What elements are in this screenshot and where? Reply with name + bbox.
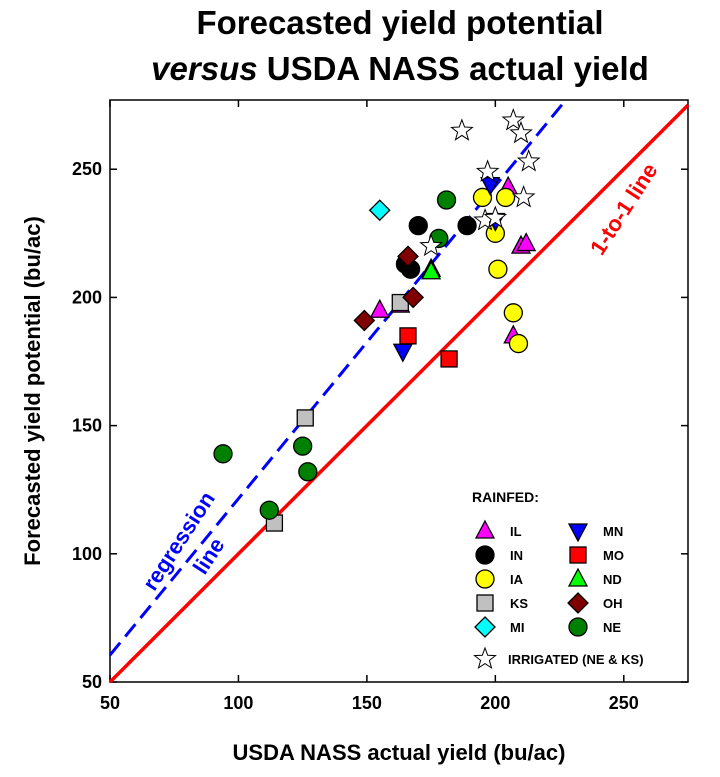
chart-title-line2: versus USDA NASS actual yield	[151, 50, 649, 87]
legend-label-mi: MI	[510, 620, 524, 635]
point-irrigated	[511, 184, 536, 208]
y-tick-label: 50	[82, 672, 102, 692]
legend-title: RAINFED:	[472, 489, 539, 505]
y-tick-label: 150	[72, 416, 102, 436]
legend-marker-oh	[567, 592, 589, 614]
point-oh	[397, 245, 419, 268]
x-tick-label: 50	[100, 693, 120, 713]
point-ne	[213, 444, 233, 464]
legend-marker-ks	[476, 594, 494, 612]
legend-label-mo: MO	[603, 548, 624, 563]
legend-marker-ia	[475, 569, 495, 589]
legend-label-ia: IA	[510, 572, 524, 587]
legend-marker-irrigated	[473, 646, 497, 670]
legend-marker-nd	[567, 567, 589, 587]
point-ia	[488, 259, 508, 279]
point-mi	[368, 199, 391, 222]
x-tick-label: 100	[223, 693, 253, 713]
legend-marker-in	[475, 545, 495, 565]
point-irrigated	[509, 120, 533, 144]
point-irrigated	[475, 159, 500, 182]
y-tick-label: 250	[72, 159, 102, 179]
point-mn	[392, 343, 413, 363]
point-ne	[293, 436, 313, 456]
point-ne	[298, 462, 318, 482]
plot-frame	[109, 99, 689, 683]
legend-marker-mo	[569, 546, 587, 564]
point-ia	[508, 333, 529, 354]
point-irrigated	[516, 149, 541, 172]
point-mo	[399, 327, 417, 345]
regression-line	[108, 99, 568, 657]
one-to-one-label: 1-to-1 line	[585, 159, 663, 260]
legend-label-mn: MN	[603, 524, 623, 539]
legend-label-irrigated: IRRIGATED (NE & KS)	[508, 652, 644, 667]
chart-title-versus: versus	[151, 50, 257, 87]
point-irrigated	[483, 205, 508, 228]
axis-ticks: 50 100 150 200 250 50 100 150 200 250	[72, 100, 688, 713]
point-ia	[472, 187, 493, 208]
point-ne	[259, 500, 279, 520]
one-to-one-line	[108, 103, 690, 684]
legend-marker-mn	[567, 523, 589, 543]
chart-title-line1: Forecasted yield potential	[196, 4, 603, 41]
point-ia	[503, 303, 523, 323]
point-irrigated	[501, 108, 526, 131]
legend-label-in: IN	[510, 548, 523, 563]
legend-label-nd: ND	[603, 572, 622, 587]
legend-marker-ne	[568, 617, 588, 637]
point-il	[369, 298, 390, 318]
x-tick-label: 250	[609, 693, 639, 713]
point-ia	[495, 187, 516, 208]
y-axis-label: Forecasted yield potential (bu/ac)	[20, 216, 45, 566]
point-irrigated	[419, 233, 443, 257]
legend: RAINFED: IL IN IA KS MI MN MO ND OH NE IRRIGATED (…	[472, 489, 644, 670]
point-ne	[436, 190, 457, 210]
legend-label-oh: OH	[603, 596, 623, 611]
point-ks	[296, 409, 314, 427]
legend-marker-mi	[474, 616, 496, 638]
point-in	[408, 215, 428, 236]
legend-label-ks: KS	[510, 596, 528, 611]
y-tick-label: 100	[72, 544, 102, 564]
x-axis-label: USDA NASS actual yield (bu/ac)	[233, 740, 566, 765]
point-in	[457, 215, 477, 236]
y-tick-label: 200	[72, 287, 102, 307]
point-oh	[402, 286, 425, 309]
point-oh	[353, 309, 376, 332]
reference-lines	[108, 99, 690, 684]
legend-marker-il	[474, 519, 496, 539]
point-irrigated	[450, 118, 474, 141]
data-markers	[213, 108, 541, 532]
legend-label-il: IL	[510, 524, 522, 539]
legend-label-ne: NE	[603, 620, 621, 635]
point-mo	[440, 350, 458, 368]
x-tick-label: 200	[480, 693, 510, 713]
point-il	[516, 232, 537, 252]
chart-title-rest: USDA NASS actual yield	[258, 50, 649, 87]
point-nd	[421, 260, 442, 280]
x-tick-label: 150	[352, 693, 382, 713]
